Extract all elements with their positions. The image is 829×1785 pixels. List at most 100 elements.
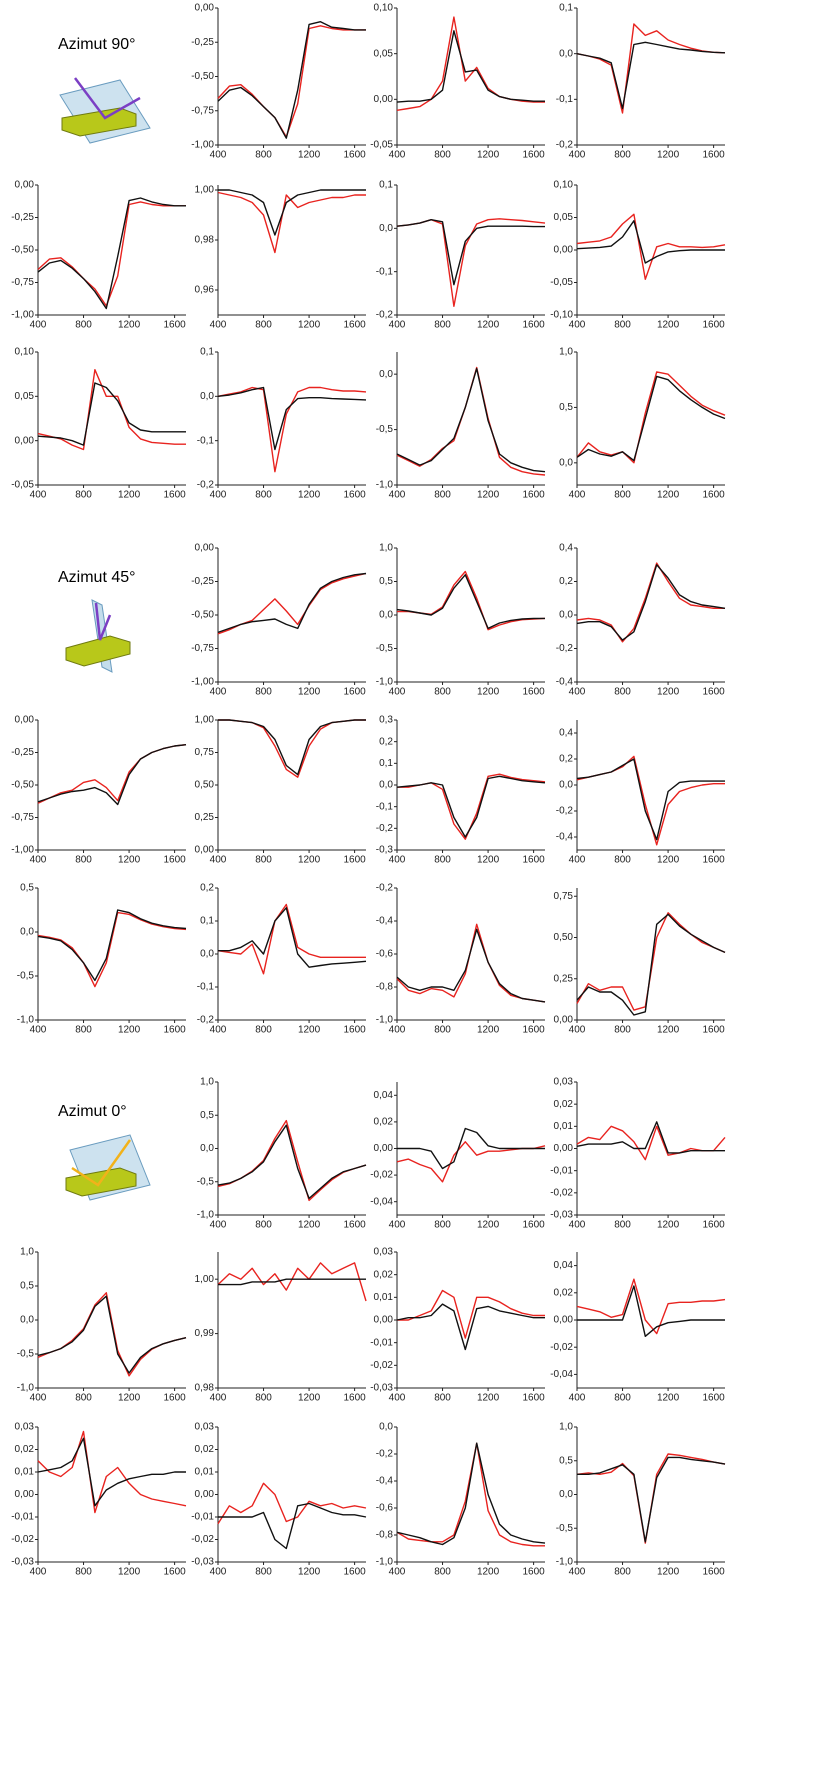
- x-tick-label: 800: [614, 1393, 631, 1404]
- x-tick-label: 400: [389, 1393, 406, 1404]
- x-tick-label: 1600: [163, 490, 186, 501]
- beam: [71, 1139, 132, 1187]
- series-line: [576, 375, 726, 462]
- series-line: [218, 189, 366, 236]
- y-tick-label: -0,02: [370, 1360, 393, 1371]
- y-tick-label: 0,00: [195, 543, 215, 554]
- series-line: [576, 913, 726, 1016]
- y-tick-label: 0,0: [200, 1143, 214, 1154]
- x-tick-label: 400: [30, 1393, 47, 1404]
- x-tick-label: 400: [389, 150, 406, 161]
- y-tick-label: 0,0: [559, 1489, 573, 1500]
- x-tick-label: 1600: [522, 1025, 545, 1036]
- y-tick-label: -0,01: [191, 1512, 214, 1523]
- x-tick-label: 400: [210, 1567, 227, 1578]
- x-tick-label: 1200: [298, 1025, 321, 1036]
- x-tick-label: 1200: [477, 687, 500, 698]
- y-tick-label: -0,50: [11, 245, 34, 256]
- x-tick-label: 1600: [163, 1567, 186, 1578]
- y-tick-label: -0,5: [376, 424, 394, 435]
- series-line: [576, 912, 726, 1011]
- y-tick-label: 0,05: [374, 48, 394, 59]
- y-tick-label: -0,03: [550, 1210, 573, 1221]
- azimuth-label: Azimut 0°: [58, 1103, 127, 1120]
- x-tick-label: 400: [569, 320, 586, 331]
- x-tick-label: 1600: [522, 1393, 545, 1404]
- x-tick-label: 1600: [702, 687, 725, 698]
- x-tick-label: 1600: [343, 320, 366, 331]
- x-tick-label: 800: [614, 1220, 631, 1231]
- x-tick-label: 1600: [702, 1567, 725, 1578]
- y-tick-label: 0,04: [554, 1260, 574, 1271]
- y-tick-label: 0,03: [195, 1422, 215, 1433]
- y-tick-label: -0,02: [370, 1170, 393, 1181]
- x-tick-label: 1200: [298, 1393, 321, 1404]
- y-tick-label: -1,00: [191, 140, 214, 151]
- x-tick-label: 1200: [298, 687, 321, 698]
- y-tick-label: -0,2: [197, 1015, 215, 1026]
- series-line: [217, 1262, 367, 1302]
- y-tick-label: 1,0: [559, 1422, 573, 1433]
- series-line: [396, 30, 545, 103]
- x-tick-label: 800: [614, 490, 631, 501]
- y-tick-label: -0,05: [370, 140, 393, 151]
- y-tick-label: 0,00: [195, 845, 215, 856]
- series-line: [37, 911, 187, 988]
- series-line: [217, 25, 366, 138]
- y-tick-label: -0,4: [376, 1476, 394, 1487]
- y-tick-label: -0,01: [370, 1337, 393, 1348]
- y-tick-label: 0,10: [374, 3, 394, 14]
- series-line: [217, 1124, 367, 1200]
- x-tick-label: 1600: [343, 687, 366, 698]
- beam: [74, 77, 141, 120]
- series-line: [37, 1430, 187, 1514]
- y-tick-label: -0,02: [11, 1534, 34, 1545]
- y-tick-label: -0,5: [17, 1349, 35, 1360]
- y-tick-label: 0,99: [195, 1328, 215, 1339]
- x-tick-label: 1200: [477, 1393, 500, 1404]
- x-tick-label: 1200: [298, 490, 321, 501]
- y-tick-label: -0,02: [550, 1187, 573, 1198]
- series-line: [218, 719, 366, 778]
- y-tick-label: 0,75: [195, 747, 215, 758]
- x-tick-label: 800: [255, 1220, 272, 1231]
- x-tick-label: 1200: [477, 1567, 500, 1578]
- x-tick-label: 400: [210, 1393, 227, 1404]
- x-tick-label: 1600: [702, 855, 725, 866]
- y-tick-label: -0,1: [197, 982, 215, 993]
- series-line: [397, 570, 546, 631]
- series-line: [576, 758, 725, 841]
- y-tick-label: 0,0: [20, 1315, 34, 1326]
- x-tick-label: 800: [75, 1025, 92, 1036]
- y-tick-label: -0,5: [17, 971, 35, 982]
- series-line: [576, 1121, 725, 1154]
- y-tick-label: 0,2: [200, 883, 214, 894]
- x-tick-label: 1200: [657, 1393, 680, 1404]
- x-tick-label: 1200: [477, 150, 500, 161]
- x-tick-label: 1200: [657, 1567, 680, 1578]
- y-tick-label: 0,03: [15, 1422, 35, 1433]
- series-line: [37, 1292, 187, 1377]
- x-tick-label: 1600: [522, 1567, 545, 1578]
- y-tick-label: -0,75: [191, 105, 214, 116]
- y-tick-label: 0,00: [554, 1143, 574, 1154]
- series-line: [217, 386, 367, 451]
- x-tick-label: 1600: [522, 855, 545, 866]
- y-tick-label: -0,6: [376, 949, 394, 960]
- y-tick-label: 0,0: [379, 610, 393, 621]
- y-tick-label: 0,2: [559, 754, 573, 765]
- series-line: [397, 1127, 545, 1170]
- x-tick-label: 1200: [657, 855, 680, 866]
- x-tick-label: 400: [389, 687, 406, 698]
- series-line: [576, 371, 726, 464]
- series-line: [576, 1278, 726, 1335]
- series-line: [218, 907, 367, 968]
- x-tick-label: 1600: [702, 1025, 725, 1036]
- series-line: [217, 903, 366, 975]
- y-tick-label: -0,04: [550, 1369, 573, 1380]
- y-tick-label: 0,5: [20, 883, 34, 894]
- y-tick-label: -0,4: [556, 677, 574, 688]
- x-tick-label: 800: [255, 687, 272, 698]
- x-tick-label: 800: [614, 320, 631, 331]
- series-line: [576, 23, 726, 114]
